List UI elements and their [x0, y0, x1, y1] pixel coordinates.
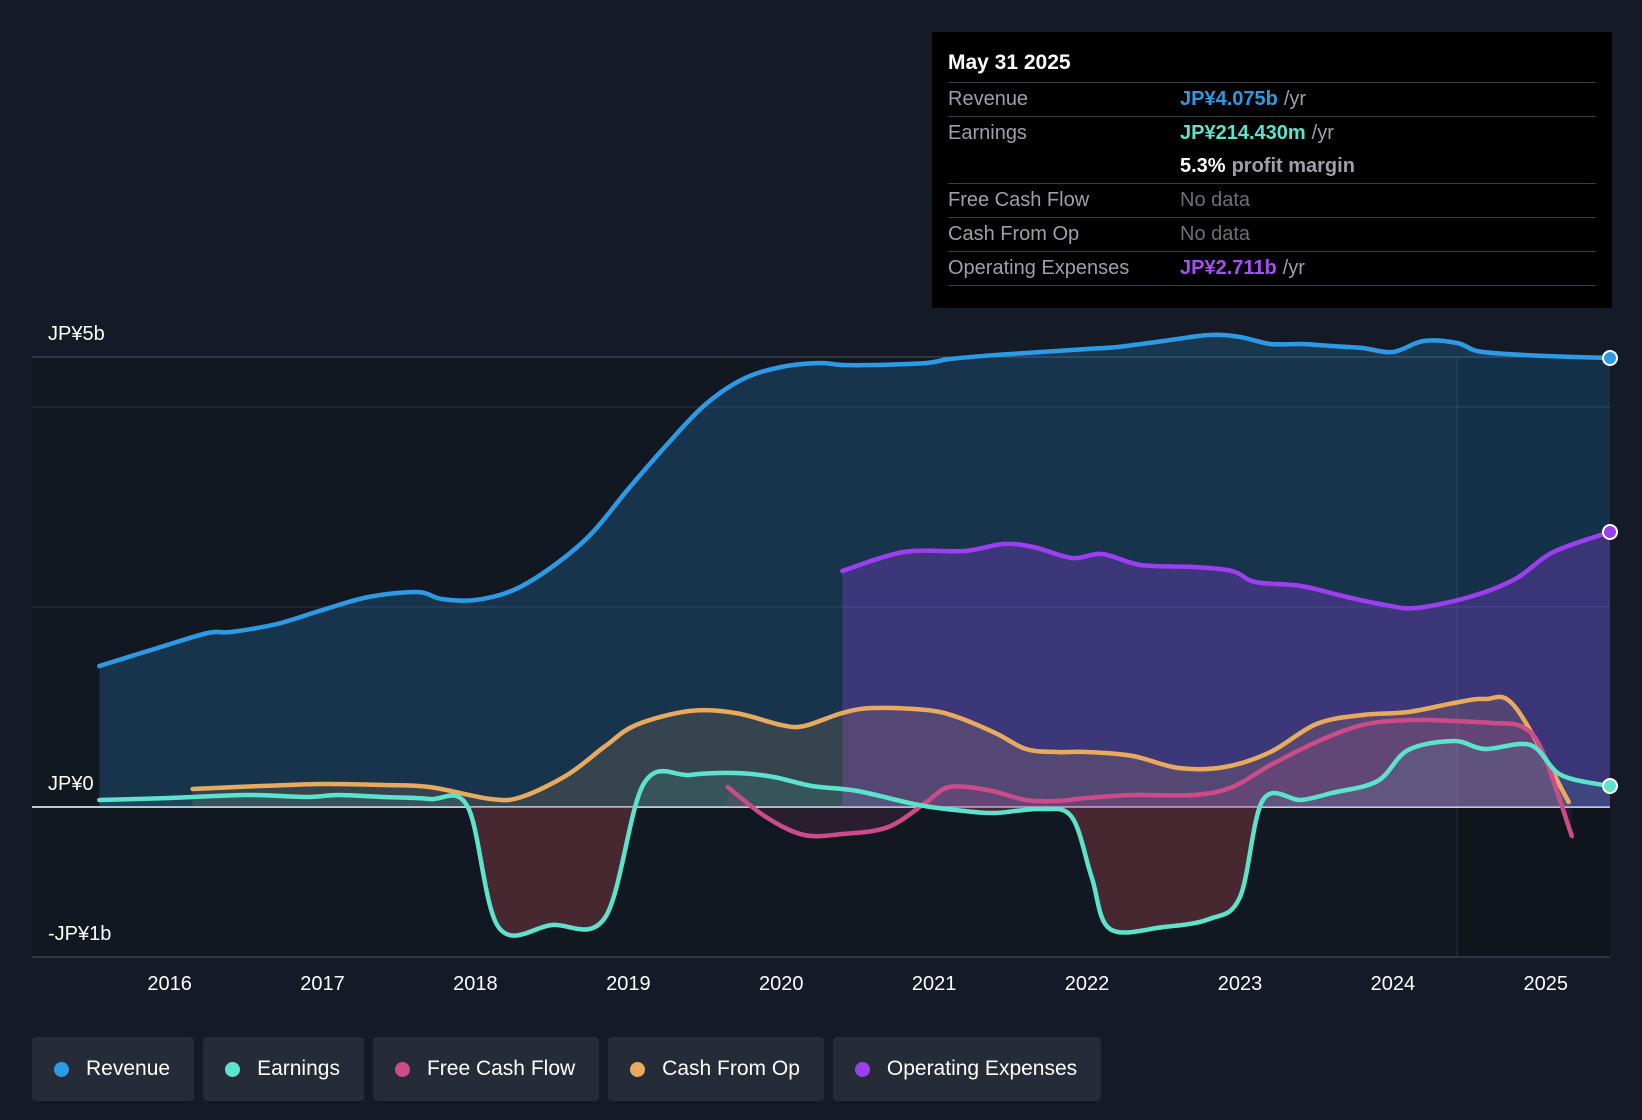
area-earnings [99, 740, 1610, 936]
tooltip-label-revenue: Revenue [948, 88, 1029, 110]
end-marker-revenue [1602, 350, 1618, 366]
x-tick-label: 2016 [147, 973, 192, 995]
line-revenue [97, 332, 1613, 669]
line-earnings [97, 738, 1613, 938]
legend-label-cfo: Cash From Op [662, 1057, 800, 1080]
legend-label-earnings: Earnings [257, 1057, 340, 1080]
tooltip-label-earnings: Earnings [948, 122, 1027, 144]
legend-item-opex[interactable]: Operating Expenses [832, 1037, 1102, 1101]
tooltip-unit-revenue: /yr [1283, 88, 1307, 110]
x-tick-label: 2022 [1065, 973, 1110, 995]
legend-dot-earnings-icon [225, 1061, 241, 1077]
line-free-cash-flow [725, 717, 1575, 839]
legend-label-revenue: Revenue [86, 1057, 171, 1080]
tooltip-value-margin: 5.3% [1180, 155, 1226, 177]
tooltip-date: May 31 2025 [948, 48, 1596, 83]
legend-dot-opex-icon [854, 1061, 870, 1077]
tooltip-row-opex: Operating Expenses JP¥2.711b /yr [948, 252, 1596, 286]
tooltip-row-margin: 5.3% profit margin [948, 150, 1596, 184]
tooltip-label-cfo: Cash From Op [948, 223, 1080, 245]
tooltip-unit-earnings: /yr [1311, 122, 1334, 144]
x-tick-label: 2017 [300, 973, 345, 995]
tooltip-row-cfo: Cash From Op No data [948, 218, 1596, 252]
tooltip-row-earnings: Earnings JP¥214.430m /yr [948, 116, 1596, 150]
legend-dot-cfo-icon [630, 1061, 646, 1077]
x-tick-label: 2021 [912, 973, 957, 995]
tooltip-label-opex: Operating Expenses [948, 257, 1130, 279]
area-cash-from-op [192, 696, 1569, 807]
legend-dot-revenue-icon [54, 1061, 69, 1077]
legend-label-opex: Operating Expenses [886, 1057, 1078, 1080]
tooltip-row-fcf: Free Cash Flow No data [948, 184, 1596, 218]
past-period-band [1457, 357, 1610, 957]
end-marker-earnings [1602, 778, 1618, 794]
tooltip-value-earnings: JP¥214.430m [1180, 122, 1306, 144]
x-tick-label: 2024 [1371, 973, 1416, 995]
end-marker-operating-expenses [1602, 524, 1618, 540]
area-free-cash-flow [727, 719, 1572, 837]
y-label-top: JP¥5b [48, 323, 105, 345]
legend-item-cfo[interactable]: Cash From Op [608, 1037, 824, 1101]
tooltip-value-fcf: No data [1180, 189, 1251, 211]
tooltip-row-revenue: Revenue JP¥4.075b /yr [948, 83, 1596, 116]
legend-label-fcf: Free Cash Flow [426, 1057, 576, 1080]
y-label-zero: JP¥0 [48, 773, 94, 795]
tooltip-unit-opex: /yr [1282, 257, 1305, 279]
area-revenue [99, 334, 1610, 807]
x-tick-label: 2025 [1524, 973, 1569, 995]
tooltip-panel: May 31 2025 Revenue JP¥4.075b /yr Earnin… [932, 32, 1612, 308]
tooltip-label-fcf: Free Cash Flow [948, 189, 1090, 211]
tooltip-value-cfo: No data [1180, 223, 1251, 245]
area-operating-expenses [842, 532, 1610, 807]
tooltip-value-revenue: JP¥4.075b [1180, 88, 1278, 110]
tooltip-value-opex: JP¥2.711b [1180, 257, 1277, 279]
legend-dot-fcf-icon [394, 1061, 410, 1077]
x-tick-label: 2023 [1218, 973, 1263, 995]
legend-item-earnings[interactable]: Earnings [203, 1037, 364, 1101]
tooltip-unit-margin: profit margin [1231, 155, 1355, 177]
legend-item-revenue[interactable]: Revenue [32, 1037, 195, 1101]
y-label-bottom: -JP¥1b [48, 923, 111, 945]
x-tick-label: 2018 [453, 973, 498, 995]
line-cash-from-op [190, 694, 1571, 805]
legend: Revenue Earnings Free Cash Flow Cash Fro… [32, 1037, 1110, 1101]
x-tick-label: 2020 [759, 973, 804, 995]
x-tick-label: 2019 [606, 973, 651, 995]
plot-background [32, 357, 1610, 957]
line-operating-expenses [840, 529, 1613, 611]
legend-item-fcf[interactable]: Free Cash Flow [372, 1037, 600, 1101]
